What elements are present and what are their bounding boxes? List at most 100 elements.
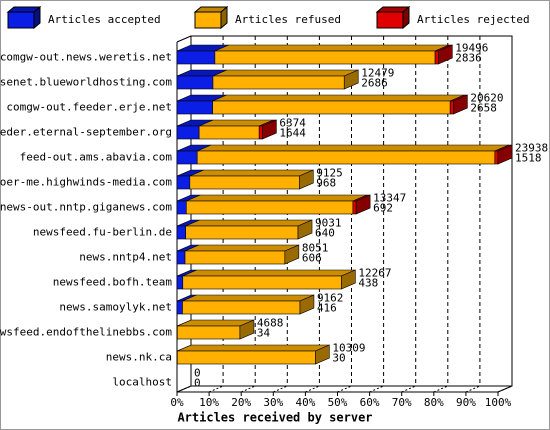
x-tick-label: 10%	[199, 396, 219, 409]
x-tick-label: 90%	[456, 396, 476, 409]
bar-top	[186, 194, 368, 202]
grid-line	[401, 385, 416, 393]
y-tick-label: newsfeed.endofthelinebbs.com	[0, 326, 172, 339]
accepted-label: 2658	[470, 102, 497, 115]
legend-label: Articles accepted	[48, 13, 161, 26]
accepted-label: 692	[373, 202, 393, 215]
accepted-label: 968	[316, 177, 336, 190]
bar	[176, 200, 187, 215]
bar-side	[341, 269, 356, 290]
bar	[186, 200, 354, 215]
grid-line	[208, 385, 224, 393]
accepted-label: 30	[332, 352, 345, 365]
bar	[176, 150, 198, 165]
accepted-label: 2836	[455, 52, 482, 65]
bar	[176, 300, 183, 315]
bar-top	[189, 169, 314, 177]
bar	[352, 200, 357, 215]
x-tick-label: 50%	[328, 396, 348, 409]
grid-line	[369, 385, 384, 393]
bar	[182, 300, 301, 315]
grid-line	[337, 385, 352, 393]
bar-top	[177, 344, 330, 352]
total-label: 23938	[515, 142, 548, 155]
y-tick-label: news.nk.ca	[106, 351, 172, 364]
accepted-label: 0	[194, 377, 201, 390]
total-label: 8051	[302, 242, 329, 255]
y-tick-label: comgw-out.news.weretis.net	[0, 51, 172, 64]
legend-swatch	[376, 11, 404, 29]
x-tick-label: 40%	[295, 396, 315, 409]
y-tick-label: feed-out.ams.abavia.com	[20, 151, 173, 164]
bar-top	[212, 69, 359, 77]
bar-side	[453, 94, 468, 115]
y-tick-label: newsfeed.bofh.team	[53, 276, 173, 289]
x-tick-label: 80%	[424, 396, 444, 409]
total-label: 19496	[455, 42, 488, 55]
bar-top	[184, 244, 299, 252]
y-axis-back	[176, 35, 192, 43]
bar	[176, 275, 184, 290]
bar	[184, 250, 286, 265]
bar-side	[355, 194, 371, 215]
bar-top	[182, 269, 356, 277]
bar-top	[185, 219, 313, 227]
grid-line	[305, 385, 320, 393]
bar	[434, 50, 439, 65]
bar	[449, 100, 454, 115]
grid-line	[241, 385, 256, 393]
bar-side	[315, 344, 330, 365]
bar	[196, 150, 496, 165]
grid-line	[433, 385, 448, 393]
y-tick-label: news-out.nntp.giganews.com	[0, 201, 172, 214]
bar	[176, 50, 216, 65]
y-tick-label: comgw-out.feeder.erje.net	[6, 101, 172, 114]
x-tick-label: 20%	[231, 396, 251, 409]
total-label: 0	[194, 367, 201, 380]
bar	[494, 150, 499, 165]
x-axis-label: Articles received by server	[177, 411, 372, 425]
bar-side	[497, 144, 513, 165]
y-tick-label: newsfeed.fu-berlin.de	[33, 226, 172, 239]
bar	[214, 50, 436, 65]
total-label: 12267	[358, 267, 391, 280]
accepted-label: 2686	[361, 77, 388, 90]
bar	[189, 175, 300, 190]
total-label: 9125	[316, 167, 343, 180]
y-tick-label: voer-me.highwinds-media.com	[0, 176, 172, 189]
bar-side	[343, 69, 359, 90]
total-label: 6374	[279, 117, 306, 130]
x-tick-label: 60%	[360, 396, 380, 409]
bar	[198, 125, 260, 140]
bar-side	[284, 244, 300, 265]
bar-top	[214, 44, 450, 52]
total-label: 10309	[332, 342, 365, 355]
accepted-label: 1644	[279, 127, 306, 140]
x-tick-label: 70%	[392, 396, 412, 409]
accepted-label: 1518	[515, 152, 542, 165]
bar	[177, 350, 316, 365]
bar	[185, 225, 299, 240]
total-label: 4688	[257, 317, 284, 330]
accepted-label: 640	[315, 227, 335, 240]
bar	[176, 225, 186, 240]
y-tick-label: usenet.blueworldhosting.com	[0, 76, 172, 89]
bar-side	[239, 319, 255, 340]
legend-swatch	[194, 11, 222, 29]
bar	[258, 125, 263, 140]
y-tick-label: feeder.eternal-september.org	[0, 126, 172, 139]
bar-side	[262, 119, 277, 140]
x-tick-label: 30%	[263, 396, 283, 409]
bar	[212, 75, 345, 90]
legend-swatch	[7, 11, 35, 29]
grid-line	[497, 385, 513, 393]
grid-line	[465, 385, 481, 393]
y-tick-label: news.nntp4.net	[79, 251, 172, 264]
bar-side	[437, 44, 453, 65]
legend-label: Articles rejected	[417, 13, 530, 26]
x-tick-label: 0%	[170, 396, 184, 409]
bar-side	[297, 219, 313, 240]
total-label: 9162	[317, 292, 344, 305]
bar-top	[182, 294, 315, 302]
